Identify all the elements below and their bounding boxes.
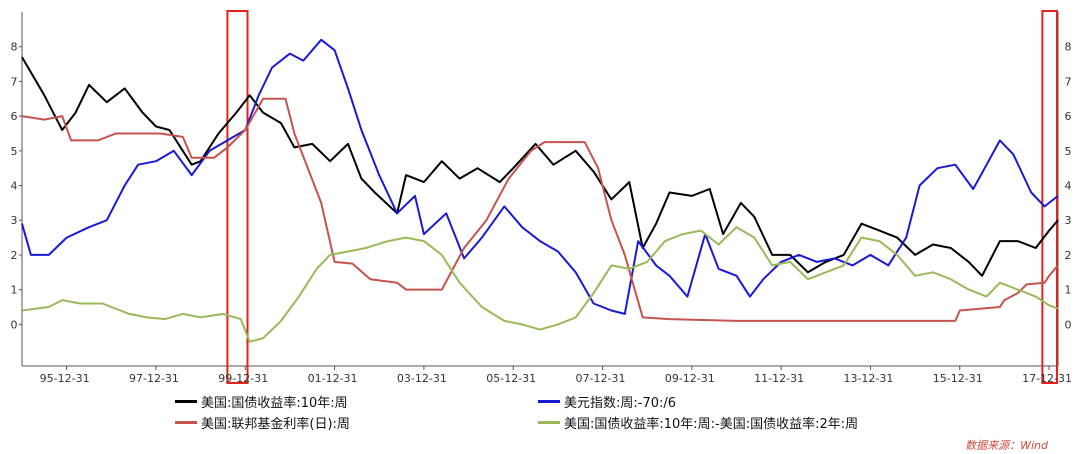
- tick-labels: 0 0 1 1 2 2 3 3 4 4 5 5 6 6 7 7 8 8 95-12-31 97-12-31 99-12-…: [11, 41, 1073, 385]
- x-tick-15-12-31: 15-12-31: [933, 372, 983, 385]
- y-tick-left-0: 0: [11, 318, 18, 331]
- y-tick-right-2: 2: [1065, 249, 1072, 262]
- y-tick-left-4: 4: [11, 180, 18, 193]
- y-tick-left-6: 6: [11, 110, 18, 123]
- x-tick-05-12-31: 05-12-31: [486, 372, 536, 385]
- highlight-box-2: [1041, 10, 1059, 384]
- highlight-box-1: [226, 10, 249, 384]
- x-tick-13-12-31: 13-12-31: [843, 372, 893, 385]
- highlight-boxes: [226, 10, 1059, 384]
- y-tick-right-1: 1: [1065, 284, 1072, 297]
- y-tick-right-5: 5: [1065, 145, 1072, 158]
- x-tick-97-12-31: 97-12-31: [129, 372, 179, 385]
- x-tick-07-12-31: 07-12-31: [576, 372, 626, 385]
- y-tick-right-7: 7: [1065, 75, 1072, 88]
- x-tick-03-12-31: 03-12-31: [397, 372, 447, 385]
- y-tick-right-0: 0: [1065, 318, 1072, 331]
- series-line-3: [21, 97, 1059, 322]
- y-tick-right-6: 6: [1065, 110, 1072, 123]
- source-note: 数据来源：Wind: [965, 439, 1048, 452]
- x-tick-99-12-31: 99-12-31: [218, 372, 268, 385]
- x-tick-17-12-31: 17-12-31: [1022, 372, 1072, 385]
- y-tick-right-4: 4: [1065, 180, 1072, 193]
- x-tick-01-12-31: 01-12-31: [308, 372, 358, 385]
- series-lines: [21, 38, 1059, 343]
- series-line-4: [21, 226, 1059, 343]
- axes: [21, 12, 1059, 367]
- y-tick-left-7: 7: [11, 75, 18, 88]
- x-tick-09-12-31: 09-12-31: [665, 372, 715, 385]
- y-tick-left-3: 3: [11, 214, 18, 227]
- y-tick-right-8: 8: [1065, 41, 1072, 54]
- y-tick-left-8: 8: [11, 41, 18, 54]
- y-tick-left-1: 1: [11, 284, 18, 297]
- series-line-1: [21, 56, 1059, 277]
- x-tick-95-12-31: 95-12-31: [40, 372, 90, 385]
- series-line-2: [21, 38, 1059, 315]
- y-tick-left-5: 5: [11, 145, 18, 158]
- x-tick-11-12-31: 11-12-31: [754, 372, 804, 385]
- y-tick-right-3: 3: [1065, 214, 1072, 227]
- y-tick-left-2: 2: [11, 249, 18, 262]
